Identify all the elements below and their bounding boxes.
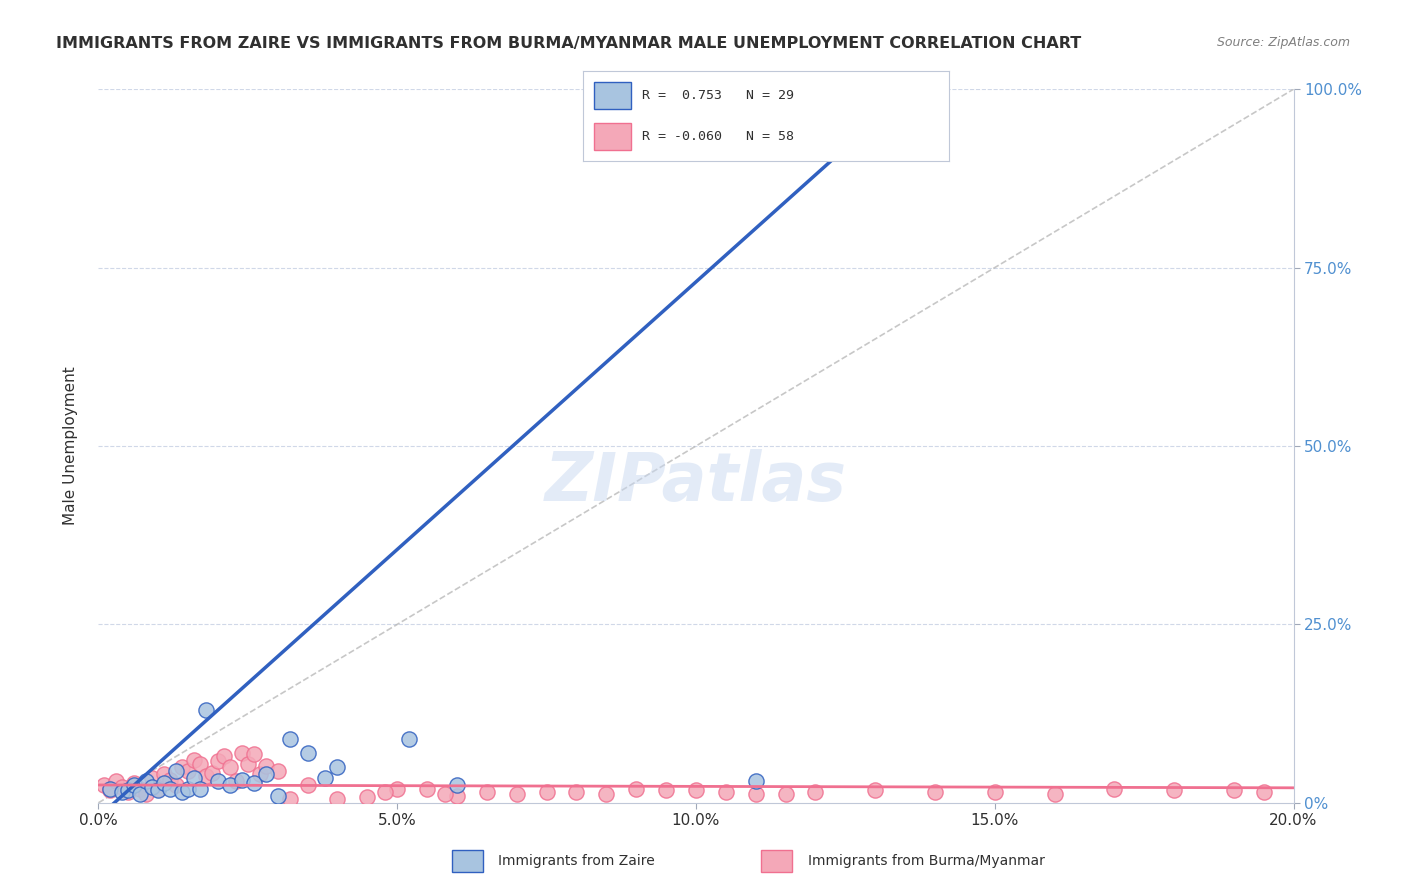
- Point: [1253, 785, 1275, 799]
- Point: [148, 783, 170, 797]
- Point: [278, 792, 301, 806]
- Point: [195, 769, 218, 783]
- Point: [1043, 787, 1066, 801]
- Point: [243, 747, 266, 762]
- Point: [124, 778, 146, 792]
- Point: [124, 776, 146, 790]
- Point: [141, 771, 163, 785]
- Point: [177, 764, 200, 778]
- Point: [183, 771, 205, 785]
- Point: [655, 783, 678, 797]
- Point: [863, 783, 887, 797]
- Point: [172, 760, 194, 774]
- Text: R =  0.753   N = 29: R = 0.753 N = 29: [643, 89, 794, 102]
- Text: Immigrants from Zaire: Immigrants from Zaire: [499, 854, 655, 868]
- Point: [984, 785, 1007, 799]
- Point: [165, 764, 187, 778]
- Point: [100, 781, 122, 796]
- Point: [565, 785, 588, 799]
- Point: [159, 781, 181, 796]
- Point: [267, 789, 290, 803]
- Point: [212, 749, 235, 764]
- Point: [148, 781, 170, 796]
- Point: [249, 767, 271, 781]
- Point: [129, 787, 152, 801]
- Point: [685, 783, 707, 797]
- Point: [433, 787, 456, 801]
- Point: [231, 746, 253, 760]
- Point: [165, 778, 187, 792]
- Text: ZIPatlas: ZIPatlas: [546, 449, 846, 515]
- Point: [219, 760, 242, 774]
- Point: [135, 774, 157, 789]
- Point: [297, 778, 319, 792]
- Point: [105, 774, 128, 789]
- Bar: [453, 849, 484, 872]
- Point: [536, 785, 558, 799]
- Point: [207, 755, 229, 769]
- Point: [446, 789, 468, 803]
- Point: [475, 785, 498, 799]
- Text: Source: ZipAtlas.com: Source: ZipAtlas.com: [1216, 36, 1350, 49]
- Point: [225, 774, 247, 789]
- Point: [745, 787, 768, 801]
- Point: [326, 760, 349, 774]
- Point: [775, 787, 797, 801]
- Point: [243, 776, 266, 790]
- Y-axis label: Male Unemployment: Male Unemployment: [63, 367, 77, 525]
- Point: [207, 774, 229, 789]
- Point: [297, 746, 319, 760]
- Point: [159, 772, 181, 787]
- Point: [924, 785, 946, 799]
- Point: [100, 783, 122, 797]
- Point: [141, 780, 163, 794]
- Point: [111, 780, 134, 794]
- Point: [267, 764, 290, 778]
- Point: [188, 781, 211, 796]
- Point: [1102, 781, 1125, 796]
- Point: [153, 767, 176, 781]
- Point: [374, 785, 396, 799]
- Point: [398, 731, 420, 746]
- Point: [236, 756, 259, 771]
- Point: [804, 785, 827, 799]
- Point: [446, 778, 468, 792]
- Point: [714, 785, 737, 799]
- Point: [595, 787, 617, 801]
- Text: Immigrants from Burma/Myanmar: Immigrants from Burma/Myanmar: [807, 854, 1045, 868]
- Point: [626, 781, 648, 796]
- Point: [93, 778, 115, 792]
- Point: [153, 776, 176, 790]
- Point: [135, 787, 157, 801]
- Point: [1163, 783, 1185, 797]
- FancyBboxPatch shape: [595, 82, 631, 109]
- Point: [254, 767, 277, 781]
- Point: [231, 772, 253, 787]
- FancyBboxPatch shape: [595, 123, 631, 150]
- Point: [1222, 783, 1246, 797]
- Point: [356, 790, 378, 805]
- Point: [745, 774, 768, 789]
- Text: IMMIGRANTS FROM ZAIRE VS IMMIGRANTS FROM BURMA/MYANMAR MALE UNEMPLOYMENT CORRELA: IMMIGRANTS FROM ZAIRE VS IMMIGRANTS FROM…: [56, 36, 1081, 51]
- Point: [314, 771, 337, 785]
- Point: [416, 781, 439, 796]
- Bar: [762, 849, 793, 872]
- Point: [177, 781, 200, 796]
- Point: [117, 783, 139, 797]
- Point: [278, 731, 301, 746]
- Point: [506, 787, 529, 801]
- Point: [195, 703, 218, 717]
- Point: [129, 781, 152, 796]
- Point: [183, 753, 205, 767]
- Point: [117, 785, 139, 799]
- Point: [326, 792, 349, 806]
- Point: [172, 785, 194, 799]
- Point: [385, 781, 409, 796]
- Point: [111, 785, 134, 799]
- Point: [201, 765, 224, 780]
- Point: [254, 758, 277, 772]
- Point: [219, 778, 242, 792]
- Point: [188, 756, 211, 771]
- Text: R = -0.060   N = 58: R = -0.060 N = 58: [643, 130, 794, 143]
